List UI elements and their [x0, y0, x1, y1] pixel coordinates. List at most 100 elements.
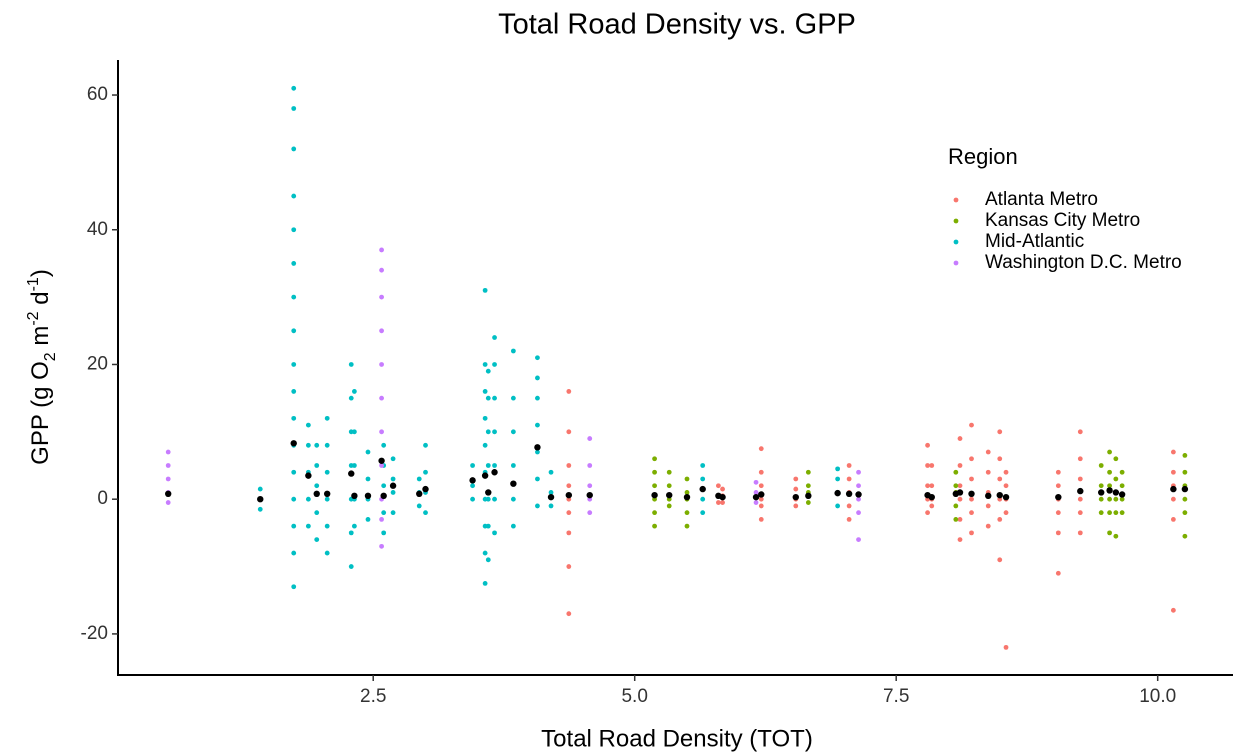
- legend-marker: [953, 260, 959, 266]
- data-point: [1077, 429, 1083, 435]
- data-point: [291, 415, 297, 421]
- data-point: [1003, 644, 1009, 650]
- y-axis-label-part: ): [27, 269, 54, 277]
- mean-point: [666, 491, 673, 499]
- data-point: [997, 516, 1003, 522]
- data-point: [666, 483, 672, 489]
- data-point: [257, 506, 263, 512]
- data-point: [985, 469, 991, 475]
- data-point: [957, 496, 963, 502]
- data-point: [925, 442, 930, 448]
- data-point: [381, 483, 387, 489]
- data-point: [969, 530, 974, 536]
- mean-point: [510, 480, 517, 487]
- data-point: [985, 503, 991, 509]
- data-point: [379, 395, 384, 401]
- mean-point: [586, 491, 593, 499]
- data-point: [416, 503, 422, 509]
- data-point: [291, 146, 297, 152]
- data-point: [1003, 510, 1009, 516]
- data-point: [985, 523, 991, 529]
- data-point: [1077, 510, 1083, 516]
- data-point: [846, 463, 852, 468]
- data-point: [700, 476, 706, 482]
- data-point: [835, 503, 841, 509]
- data-point: [351, 463, 357, 468]
- x-tick-label: 5.0: [621, 686, 647, 707]
- data-point: [969, 456, 974, 462]
- data-point: [482, 580, 488, 586]
- x-tick-label: 7.5: [883, 686, 909, 707]
- data-point: [997, 456, 1003, 462]
- data-point: [684, 490, 690, 495]
- data-point: [381, 530, 387, 536]
- data-point: [482, 389, 488, 394]
- data-point: [348, 395, 354, 401]
- data-point: [291, 362, 297, 367]
- data-point: [652, 523, 657, 529]
- data-point: [587, 463, 593, 468]
- data-point: [758, 503, 764, 509]
- data-point: [291, 294, 297, 300]
- data-point: [1107, 469, 1112, 475]
- data-point: [758, 469, 764, 475]
- data-point: [587, 436, 593, 441]
- data-point: [953, 469, 959, 475]
- data-point: [846, 476, 852, 482]
- data-point: [1182, 510, 1188, 516]
- data-point: [165, 463, 171, 468]
- data-point: [957, 537, 963, 543]
- data-point: [652, 483, 657, 489]
- mean-point: [1077, 487, 1084, 495]
- data-point: [700, 510, 706, 516]
- data-point: [1113, 533, 1119, 539]
- data-point: [492, 496, 497, 502]
- data-point: [953, 503, 959, 509]
- data-point: [1098, 463, 1104, 468]
- data-point: [485, 496, 491, 502]
- mean-point: [364, 492, 372, 500]
- data-point: [324, 550, 330, 556]
- data-point: [805, 500, 811, 505]
- data-point: [165, 449, 171, 455]
- data-point: [1098, 510, 1104, 516]
- data-point: [1170, 449, 1176, 455]
- data-point: [684, 510, 690, 516]
- legend-marker: [953, 197, 959, 203]
- data-point: [1182, 533, 1188, 539]
- mean-point: [416, 490, 423, 498]
- mean-point: [928, 493, 935, 501]
- data-point: [510, 463, 516, 468]
- data-point: [548, 490, 554, 495]
- mean-point: [758, 491, 765, 498]
- data-point: [324, 523, 330, 529]
- data-point: [482, 442, 488, 448]
- data-point: [482, 415, 488, 421]
- data-point: [291, 261, 297, 266]
- y-tick-label: -20: [81, 623, 108, 644]
- data-point: [793, 503, 799, 509]
- data-point: [548, 503, 554, 509]
- data-point: [1113, 456, 1119, 462]
- data-point: [314, 537, 320, 543]
- data-point: [1107, 496, 1112, 502]
- data-point: [566, 389, 572, 394]
- mean-point: [290, 440, 297, 447]
- y-tick-label: 60: [87, 84, 108, 105]
- data-point: [1055, 483, 1061, 489]
- legend-marker: [953, 218, 959, 224]
- data-point: [1119, 496, 1125, 502]
- data-point: [929, 503, 935, 509]
- data-point: [305, 442, 311, 448]
- data-point: [969, 510, 974, 516]
- data-point: [305, 422, 311, 428]
- data-point: [566, 510, 572, 516]
- data-point: [548, 469, 554, 475]
- data-point: [470, 496, 475, 502]
- y-tick-label: 20: [87, 353, 108, 374]
- data-point: [758, 496, 764, 502]
- data-point: [485, 395, 491, 401]
- data-point: [291, 193, 297, 199]
- data-point: [379, 328, 384, 334]
- data-point: [381, 442, 387, 448]
